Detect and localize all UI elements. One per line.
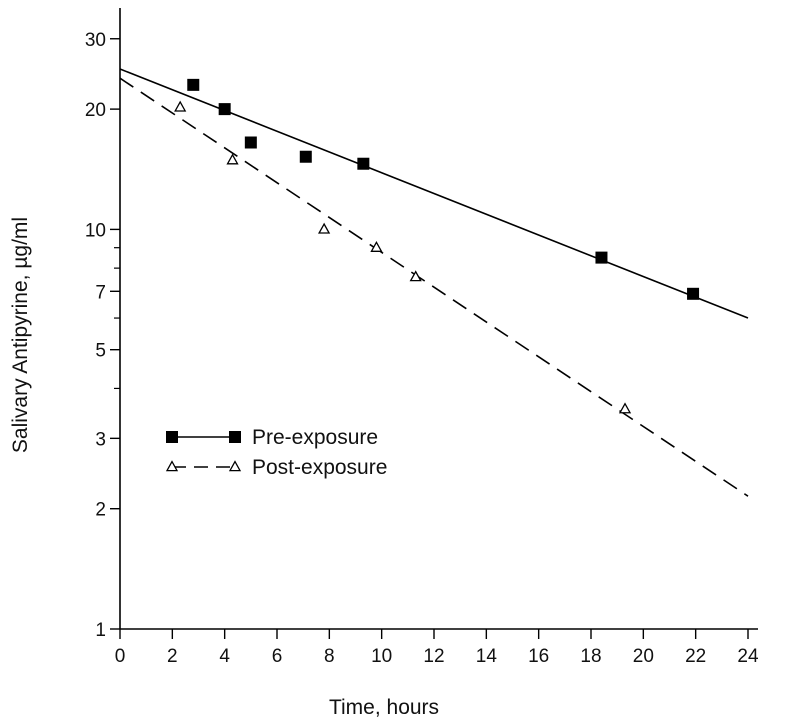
x-axis-title: Time, hours xyxy=(329,696,439,719)
data-point-series-1 xyxy=(687,287,700,300)
data-point-series-2 xyxy=(618,402,632,414)
y-tick-label: 2 xyxy=(95,500,106,521)
legend-marker-2 xyxy=(228,460,242,472)
data-markers xyxy=(174,78,700,414)
data-point-series-1 xyxy=(357,157,370,170)
data-point-series-2 xyxy=(174,100,187,112)
x-tick-label: 22 xyxy=(685,646,706,667)
x-tick-label: 6 xyxy=(272,646,283,667)
x-tick-label: 0 xyxy=(115,646,126,667)
y-tick-label: 3 xyxy=(95,429,106,450)
x-tick-label: 12 xyxy=(423,646,444,667)
data-point-series-1 xyxy=(218,103,231,116)
y-tick-label: 10 xyxy=(85,220,106,241)
y-tick-label: 30 xyxy=(85,30,106,51)
x-tick-label: 10 xyxy=(371,646,392,667)
y-tick-label: 7 xyxy=(95,282,106,303)
x-tick-label: 20 xyxy=(633,646,654,667)
legend-label-2: Post-exposure xyxy=(252,456,387,479)
data-point-series-2 xyxy=(317,222,331,234)
fit-lines xyxy=(119,68,749,497)
series-line-2 xyxy=(119,77,749,497)
legend: Pre-exposure Post-exposure xyxy=(165,426,387,479)
legend-marker-2 xyxy=(165,460,179,472)
x-tick-label: 24 xyxy=(737,646,759,667)
y-tick-label: 1 xyxy=(95,620,106,641)
x-tick-label: 4 xyxy=(219,646,230,667)
data-point-series-1 xyxy=(187,78,200,91)
x-tick-label: 18 xyxy=(580,646,601,667)
legend-marker-1 xyxy=(229,431,241,443)
data-point-series-1 xyxy=(299,150,312,163)
data-point-series-2 xyxy=(370,240,383,252)
data-point-series-2 xyxy=(226,153,239,165)
legend-marker-1 xyxy=(166,431,178,443)
data-point-series-2 xyxy=(409,270,422,282)
y-tick-label: 20 xyxy=(85,100,106,121)
data-point-series-1 xyxy=(244,136,257,149)
y-axis-title: Salivary Antipyrine, µg/ml xyxy=(9,217,32,453)
x-tick-label: 8 xyxy=(324,646,335,667)
series-line-1 xyxy=(119,68,749,319)
x-tick-label: 2 xyxy=(167,646,178,667)
y-tick-label: 5 xyxy=(95,341,106,362)
x-tick-label: 16 xyxy=(528,646,549,667)
x-tick-label: 14 xyxy=(476,646,498,667)
data-point-series-1 xyxy=(595,251,608,264)
legend-label-1: Pre-exposure xyxy=(252,426,378,449)
